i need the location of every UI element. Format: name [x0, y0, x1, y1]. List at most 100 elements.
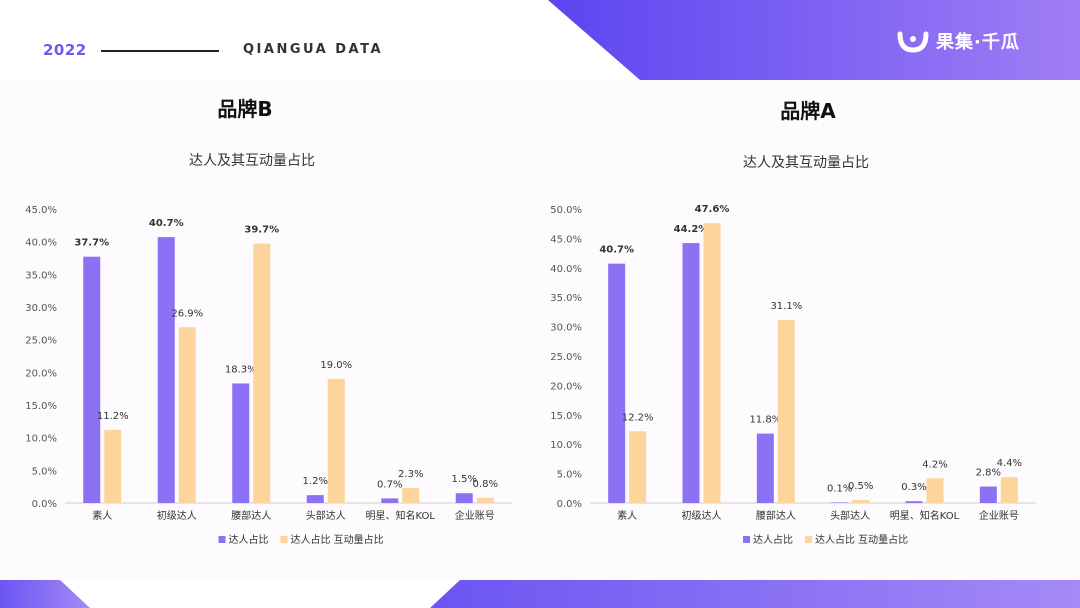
data-label: 4.4%: [997, 458, 1022, 469]
data-label: 11.2%: [97, 411, 129, 422]
panel-title-left: 品牌B: [217, 97, 273, 121]
logo-icon: [897, 31, 929, 53]
data-label: 2.8%: [976, 468, 1001, 479]
y-tick-label: 35.0%: [550, 293, 582, 304]
legend-swatch-series2: [280, 536, 288, 543]
header-divider: [101, 50, 219, 52]
data-label: 0.1%: [827, 483, 852, 494]
x-tick-label: 素人: [92, 509, 112, 522]
legend-swatch-series2: [805, 536, 812, 543]
legend-label-series2: 达人占比 互动量占比: [815, 533, 908, 546]
data-label: 12.2%: [622, 412, 654, 423]
x-tick-label: 素人: [617, 509, 637, 522]
y-tick-label: 40.0%: [550, 264, 582, 275]
y-tick-label: 10.0%: [25, 434, 57, 445]
y-tick-label: 5.0%: [32, 466, 57, 477]
bar-series2: [777, 320, 795, 503]
legend-swatch-series1: [218, 536, 226, 543]
y-tick-label: 25.0%: [25, 336, 57, 347]
y-tick-label: 45.0%: [550, 234, 582, 245]
data-label: 1.5%: [452, 474, 477, 485]
data-label: 11.8%: [749, 415, 781, 426]
x-tick-label: 明星、知名KOL: [890, 509, 960, 522]
bar-series2: [926, 478, 944, 503]
panel-title-right: 品牌A: [780, 99, 836, 123]
data-label: 0.7%: [377, 479, 402, 490]
x-tick-label: 初级达人: [682, 509, 722, 522]
y-tick-label: 15.0%: [25, 401, 57, 412]
x-tick-label: 腰部达人: [756, 509, 796, 522]
data-label: 18.3%: [225, 364, 257, 375]
bar-series2: [476, 497, 494, 503]
data-label: 0.3%: [901, 482, 926, 493]
legend-swatch-series1: [743, 536, 750, 543]
bar-series1: [608, 263, 626, 503]
bar-series1: [381, 498, 399, 503]
bar-series2: [402, 487, 420, 503]
logo: 果集·千瓜: [896, 26, 1020, 56]
bar-series2: [852, 500, 870, 503]
y-tick-label: 10.0%: [550, 440, 582, 451]
bar-series2: [327, 378, 345, 503]
y-tick-label: 20.0%: [550, 381, 582, 392]
y-tick-label: 0.0%: [557, 499, 582, 510]
data-label: 4.2%: [922, 459, 947, 470]
legend-label-series1: 达人占比: [229, 533, 269, 546]
chart-left: 0.0% 5.0% 10.0% 15.0% 20.0% 25.0% 30.0% 35.0% 40…: [25, 205, 512, 546]
y-tick-label: 30.0%: [550, 323, 582, 334]
bar-series1: [83, 256, 101, 503]
x-tick-label: 腰部达人: [231, 509, 271, 522]
x-tick-label: 企业账号: [979, 509, 1019, 522]
bar-series2: [253, 243, 271, 504]
legend-label-series2: 达人占比 互动量占比: [291, 533, 384, 546]
chart-title-left: 达人及其互动量占比: [189, 153, 315, 169]
data-label: 31.1%: [770, 301, 802, 312]
bar-series1: [306, 495, 324, 503]
bar-series2: [629, 431, 647, 503]
data-label: 39.7%: [244, 225, 279, 236]
data-label: 1.2%: [303, 476, 328, 487]
bar-series1: [232, 383, 250, 503]
data-label: 0.5%: [848, 481, 873, 492]
bar-series1: [157, 237, 175, 504]
header-brand-text: QIANGUA DATA: [243, 42, 384, 57]
x-tick-label: 头部达人: [306, 509, 346, 522]
data-label: 40.7%: [149, 218, 184, 229]
y-tick-label: 15.0%: [550, 411, 582, 422]
y-tick-label: 25.0%: [550, 352, 582, 363]
chart-right: 0.0% 5.0% 10.0% 15.0% 20.0% 25.0% 30.0% 35.0% 40…: [550, 204, 1036, 546]
x-tick-label: 头部达人: [830, 509, 870, 522]
data-label: 47.6%: [695, 204, 730, 215]
data-label: 26.9%: [171, 308, 203, 319]
bar-series2: [104, 429, 122, 503]
chart-title-right: 达人及其互动量占比: [743, 155, 869, 171]
bar-series1: [756, 433, 774, 503]
bar-series2: [178, 327, 196, 503]
data-label: 2.3%: [398, 469, 423, 480]
data-label: 0.8%: [473, 479, 498, 490]
y-tick-label: 30.0%: [25, 303, 57, 314]
data-label: 37.7%: [74, 238, 109, 249]
data-label: 40.7%: [599, 245, 634, 256]
y-tick-label: 35.0%: [25, 270, 57, 281]
bar-series1: [905, 501, 923, 503]
x-tick-label: 企业账号: [455, 509, 495, 522]
bar-series2: [1000, 477, 1018, 503]
x-tick-label: 明星、知名KOL: [366, 509, 436, 522]
header-year: 2022: [43, 41, 87, 59]
y-tick-label: 45.0%: [25, 205, 57, 216]
bar-series1: [979, 486, 997, 503]
y-tick-label: 0.0%: [32, 499, 57, 510]
y-tick-label: 40.0%: [25, 238, 57, 249]
legend-label-series1: 达人占比: [753, 533, 793, 546]
logo-text: 果集·千瓜: [936, 32, 1020, 53]
bar-series1: [682, 243, 700, 503]
data-label: 19.0%: [320, 360, 352, 371]
y-tick-label: 20.0%: [25, 368, 57, 379]
y-tick-label: 5.0%: [557, 470, 582, 481]
bar-series1: [831, 502, 849, 503]
x-tick-label: 初级达人: [157, 509, 197, 522]
y-tick-label: 50.0%: [550, 205, 582, 216]
bar-series1: [455, 493, 473, 503]
